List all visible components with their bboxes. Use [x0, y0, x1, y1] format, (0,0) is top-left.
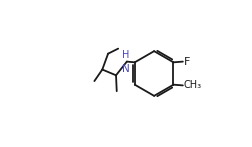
Text: N: N	[122, 64, 130, 74]
Text: H: H	[122, 50, 130, 60]
Text: F: F	[184, 57, 191, 67]
Text: CH₃: CH₃	[183, 80, 202, 90]
